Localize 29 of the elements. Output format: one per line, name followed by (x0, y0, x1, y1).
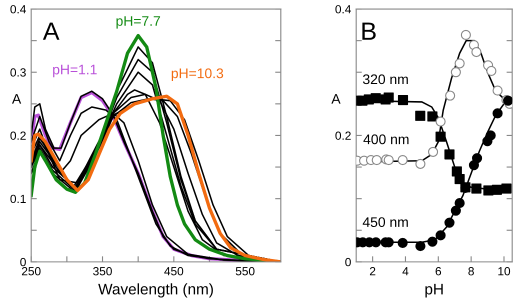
y-tick-label: 0.2 (335, 131, 351, 140)
x-tick-label: 350 (93, 267, 112, 276)
x-tick-label: 250 (22, 267, 41, 276)
x-tick-label: 450 (164, 267, 184, 276)
annotation: A (42, 22, 60, 40)
x-tick-label: 6 (436, 267, 442, 276)
x-tick-label: 10 (498, 267, 510, 276)
x-axis-title: pH (425, 284, 443, 298)
y-tick-label: 0.4 (10, 5, 26, 14)
series-label: pH=10.3 (172, 68, 224, 81)
y-tick-label: 0.2 (10, 131, 26, 140)
x-axis-title: Wavelength (nm) (98, 283, 213, 298)
x-tick-label: 4 (402, 267, 408, 276)
y-tick-label: 0 (345, 258, 351, 266)
series-label: 320 nm (362, 74, 408, 84)
series-label: 450 nm (362, 217, 408, 228)
annotation: B (362, 22, 376, 40)
series-label: pH=7.7 (116, 16, 160, 29)
y-tick-label: 0.1 (10, 194, 26, 204)
y-tick-label: 0.3 (10, 68, 26, 77)
series-label: 400 nm (363, 134, 408, 144)
series-label: pH=1.1 (53, 64, 97, 78)
x-tick-label: 8 (468, 267, 474, 276)
x-tick-label: 550 (236, 267, 255, 276)
y-tick-label: 0 (20, 258, 26, 266)
y-tick-label: 0.4 (335, 5, 351, 14)
y-axis-title: A (331, 94, 341, 104)
x-tick-label: 2 (370, 267, 376, 276)
y-axis-title: A (12, 94, 22, 104)
